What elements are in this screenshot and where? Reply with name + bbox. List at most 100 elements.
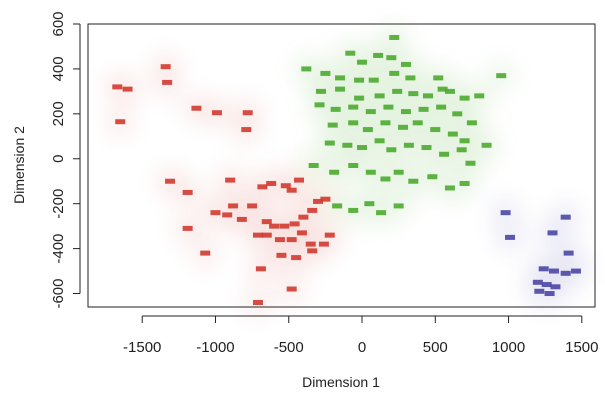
data-point xyxy=(393,203,404,209)
data-point xyxy=(386,147,397,153)
data-point xyxy=(466,120,477,126)
data-point xyxy=(365,169,376,175)
data-point xyxy=(433,75,444,81)
y-tick-label: 200 xyxy=(50,101,67,126)
data-point xyxy=(345,50,356,56)
data-point xyxy=(308,163,319,168)
data-point xyxy=(444,88,455,94)
data-point xyxy=(122,86,133,92)
data-point xyxy=(405,75,416,81)
data-point xyxy=(165,178,176,184)
data-point xyxy=(437,86,448,92)
data-point xyxy=(348,120,359,126)
y-tick-label: 600 xyxy=(50,11,67,36)
data-point xyxy=(247,203,258,209)
data-point xyxy=(289,221,300,227)
data-point xyxy=(422,93,433,99)
data-point xyxy=(348,104,359,110)
data-point xyxy=(210,210,221,216)
data-point xyxy=(538,266,549,272)
data-point xyxy=(320,70,331,76)
data-point xyxy=(474,93,485,99)
data-point xyxy=(459,180,470,186)
data-point xyxy=(307,248,318,254)
y-axis-label: Dimension 2 xyxy=(11,126,27,204)
data-point xyxy=(307,207,318,213)
data-point xyxy=(348,207,359,213)
data-point xyxy=(408,178,419,184)
data-point xyxy=(291,255,302,261)
data-point xyxy=(400,61,411,67)
data-point xyxy=(365,109,376,115)
data-point xyxy=(160,64,171,70)
data-point xyxy=(330,106,341,112)
data-point xyxy=(550,284,561,290)
data-point xyxy=(403,142,414,148)
data-point xyxy=(236,216,247,222)
data-point xyxy=(241,127,252,133)
data-point xyxy=(570,268,581,274)
data-point xyxy=(298,214,309,220)
data-point xyxy=(389,34,400,40)
y-tick-label: 400 xyxy=(50,56,67,81)
data-point xyxy=(261,219,272,225)
data-point xyxy=(276,252,287,258)
data-point xyxy=(376,210,387,216)
data-point xyxy=(354,77,365,83)
data-point xyxy=(112,84,123,90)
data-point xyxy=(286,286,297,292)
data-point xyxy=(315,88,326,94)
data-point xyxy=(374,138,385,144)
data-point xyxy=(392,88,403,94)
points-layer xyxy=(112,34,581,306)
data-point xyxy=(286,187,297,193)
data-point xyxy=(532,279,543,285)
data-point xyxy=(324,232,335,238)
data-point xyxy=(327,122,338,128)
data-point xyxy=(305,241,316,247)
data-point xyxy=(335,75,346,81)
data-point xyxy=(481,142,492,148)
data-point xyxy=(274,237,285,243)
data-point xyxy=(252,300,263,306)
data-point xyxy=(548,268,559,274)
x-tick-label: -500 xyxy=(274,339,304,356)
data-point xyxy=(418,106,429,112)
y-tick-label: 0 xyxy=(50,155,67,163)
data-point xyxy=(560,270,571,276)
data-point xyxy=(412,120,423,126)
data-point xyxy=(357,145,368,151)
data-point xyxy=(421,145,432,151)
data-point xyxy=(279,223,290,229)
x-tick-label: 1000 xyxy=(492,339,525,356)
data-point xyxy=(374,93,385,99)
data-point xyxy=(465,160,476,166)
data-point xyxy=(200,250,211,256)
data-point xyxy=(456,147,467,153)
data-point xyxy=(408,91,419,97)
data-point xyxy=(286,237,297,243)
data-point xyxy=(301,66,312,72)
data-point xyxy=(354,95,365,101)
data-point xyxy=(228,203,239,209)
data-point xyxy=(541,282,552,288)
data-point xyxy=(380,120,391,126)
data-point xyxy=(436,104,447,110)
data-point xyxy=(261,232,272,238)
data-point xyxy=(547,230,558,236)
data-point xyxy=(560,214,571,220)
data-point xyxy=(364,201,375,207)
data-point xyxy=(357,59,368,65)
data-point xyxy=(427,174,438,180)
x-tick-label: 500 xyxy=(423,339,448,356)
data-point xyxy=(380,176,391,182)
x-tick-label: -1000 xyxy=(196,339,234,356)
data-point xyxy=(534,288,545,294)
y-tick-label: -600 xyxy=(50,279,67,309)
data-point xyxy=(320,196,331,202)
data-point xyxy=(496,73,507,79)
data-point xyxy=(430,127,441,133)
data-point xyxy=(389,70,400,76)
data-point xyxy=(393,169,404,175)
